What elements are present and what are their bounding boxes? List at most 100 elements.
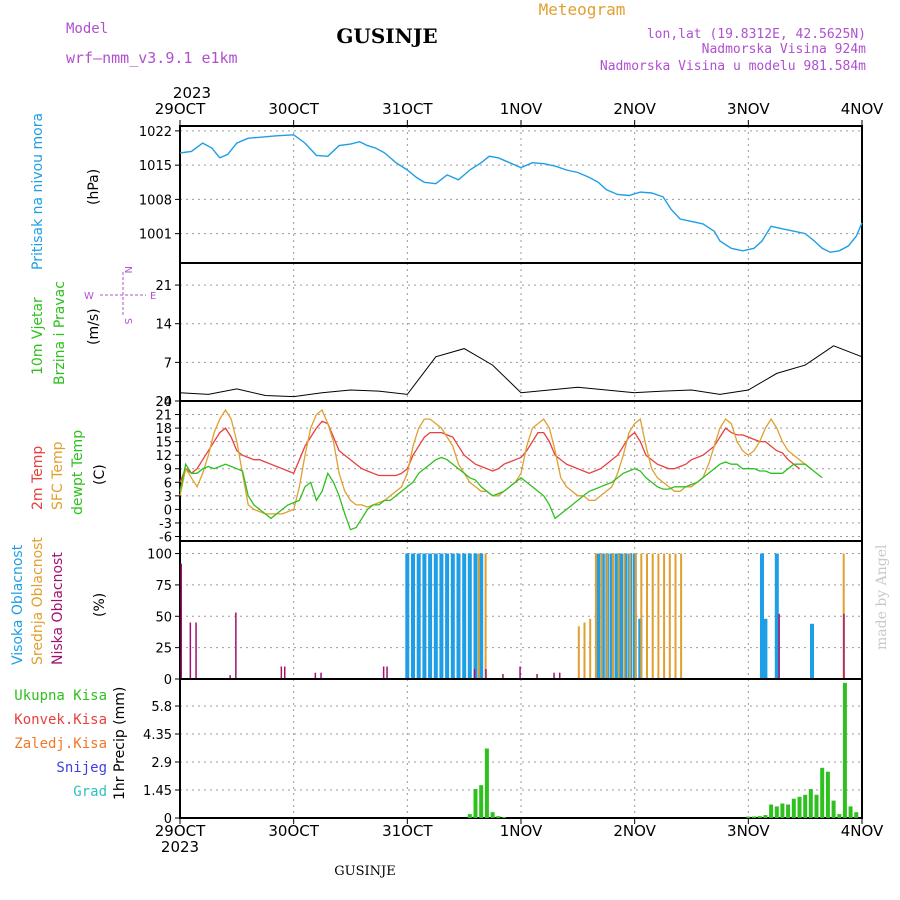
wind-ytick-label: 21 — [155, 279, 172, 294]
low-cloud-bar — [314, 672, 317, 679]
low-cloud-bar — [778, 613, 780, 679]
legend-total-rain: Ukupna Kisa — [14, 688, 107, 704]
mid-cloud-bar — [623, 553, 626, 679]
high-cloud-bar — [623, 553, 628, 679]
low-cloud-bar — [235, 612, 237, 679]
mid-cloud-bar — [600, 553, 603, 679]
precip-ytick-label: 0 — [164, 812, 172, 827]
precip-bar — [467, 814, 472, 818]
precip-bar — [831, 800, 836, 818]
mid-cloud-bar — [577, 626, 580, 679]
precip-bar — [496, 816, 501, 818]
precip-bar — [848, 806, 853, 818]
high-cloud-bar — [405, 553, 410, 679]
temp-ytick-label: 18 — [155, 422, 172, 437]
high-cloud-bar — [462, 553, 467, 679]
high-cloud-bar — [411, 553, 415, 679]
high-cloud-bar — [760, 553, 764, 679]
wind-ytick-label: 14 — [155, 318, 172, 333]
cloud-panel: Visoka Oblacnost Srednja Oblacnost Niska… — [10, 537, 863, 688]
cloud-ytick-label: 50 — [155, 610, 172, 625]
high-cloud-bar — [433, 553, 438, 679]
pressure-ytick-label: 1008 — [139, 193, 172, 208]
time-label-top: 31OCT — [382, 100, 433, 118]
compass-west: W — [84, 291, 94, 302]
high-cloud-bar — [422, 553, 427, 679]
mid-cloud-bar — [680, 553, 683, 679]
precip-panel: 1hr Precip (mm) 5.8 4.35 2.9 1.45 0 Ukupna Ki… — [14, 678, 863, 827]
temp-sfc-line — [179, 408, 812, 515]
precip-bar — [763, 815, 768, 818]
wind-ytick-label: 0 — [164, 395, 172, 410]
low-cloud-bar — [180, 563, 182, 679]
low-cloud-bar — [386, 666, 388, 679]
high-cloud-bar — [473, 553, 478, 679]
time-label-top: 4NOV — [841, 100, 884, 118]
high-cloud-bar — [600, 553, 605, 679]
temp-ytick-label: -3 — [159, 517, 172, 532]
high-cloud-bar — [445, 553, 450, 679]
wind-ytick-label: 7 — [164, 356, 172, 371]
pressure-ytick-label: 1015 — [139, 159, 172, 174]
time-label-top: 2NOV — [613, 100, 656, 118]
precip-ylabel: 1hr Precip (mm) — [112, 687, 128, 800]
temp-ytick-label: -6 — [159, 530, 172, 545]
low-cloud-bar — [559, 672, 561, 679]
cloud-ylabel-3: Niska Oblacnost — [50, 552, 66, 665]
mid-cloud-bar — [634, 553, 637, 679]
precip-bar — [791, 798, 796, 818]
temp-ytick-label: 15 — [155, 436, 172, 451]
time-label-bottom: 2NOV — [613, 822, 656, 840]
precip-bar — [786, 804, 791, 818]
wind-ylabel-2: Brzina i Pravac — [52, 281, 68, 385]
high-cloud-bar — [479, 553, 484, 679]
mid-cloud-bar — [663, 553, 666, 679]
low-cloud-bar — [195, 622, 197, 679]
pressure-unit: (hPa) — [86, 169, 102, 205]
time-label-top: 1NOV — [500, 100, 543, 118]
high-cloud-bar — [774, 553, 779, 679]
temp-dewpt-line — [179, 456, 823, 531]
time-label-bottom: 1NOV — [500, 822, 543, 840]
cloud-ytick-label: 25 — [155, 642, 172, 657]
mid-cloud-bar — [583, 622, 586, 679]
time-label-bottom: 31OCT — [382, 822, 433, 840]
temp-ylabel-2: SFC Temp — [50, 441, 66, 510]
precip-bar — [797, 796, 802, 818]
high-cloud-bar — [763, 618, 768, 679]
low-cloud-bar — [382, 666, 385, 679]
year-bottom: 2023 — [161, 838, 199, 856]
mid-cloud-bar — [640, 553, 643, 679]
legend-convective-rain: Konvek.Kisa — [14, 712, 107, 728]
low-cloud-bar — [843, 613, 845, 679]
wind-speed-line — [179, 345, 863, 398]
precip-bar — [854, 812, 859, 818]
high-cloud-bar — [810, 623, 814, 679]
pressure-ytick-label: 1001 — [139, 228, 172, 243]
wind-ylabel-1: 10m Vjetar — [30, 297, 46, 375]
cloud-frame — [179, 540, 863, 680]
pressure-panel: Pritisak na nivou mora (hPa) 1022 1015 100… — [30, 113, 863, 270]
time-label-top: 3NOV — [727, 100, 770, 118]
legend-hail: Grad — [73, 784, 107, 800]
mid-cloud-bar — [617, 553, 620, 679]
elevation-text: Nadmorska Visina 924m — [702, 42, 867, 57]
mid-cloud-bar — [674, 553, 677, 679]
precip-bar — [837, 814, 842, 818]
temp-ytick-label: 21 — [155, 409, 172, 424]
wind-panel: 10m Vjetar Brzina i Pravac (m/s) W E N S… — [30, 262, 863, 410]
precip-bar — [820, 767, 825, 818]
high-cloud-bar — [596, 553, 601, 679]
precip-bar — [490, 812, 495, 818]
cloud-ylabel-1: Visoka Oblacnost — [10, 544, 26, 665]
cloud-ytick-label: 100 — [147, 548, 172, 563]
temp-ylabel-1: 2m Temp — [30, 446, 46, 510]
temp-ylabel-3: dewpt Temp — [70, 430, 86, 515]
cloud-ytick-label: 75 — [155, 579, 172, 594]
mid-cloud-bar — [657, 553, 660, 679]
temp-ytick-label: 6 — [164, 476, 172, 491]
temperature-panel: 2m Temp SFC Temp dewpt Temp (C) 24211815… — [30, 395, 863, 545]
precip-bar — [774, 806, 779, 818]
model-name: wrf—nmm_v3.9.1 e1km — [66, 49, 238, 67]
